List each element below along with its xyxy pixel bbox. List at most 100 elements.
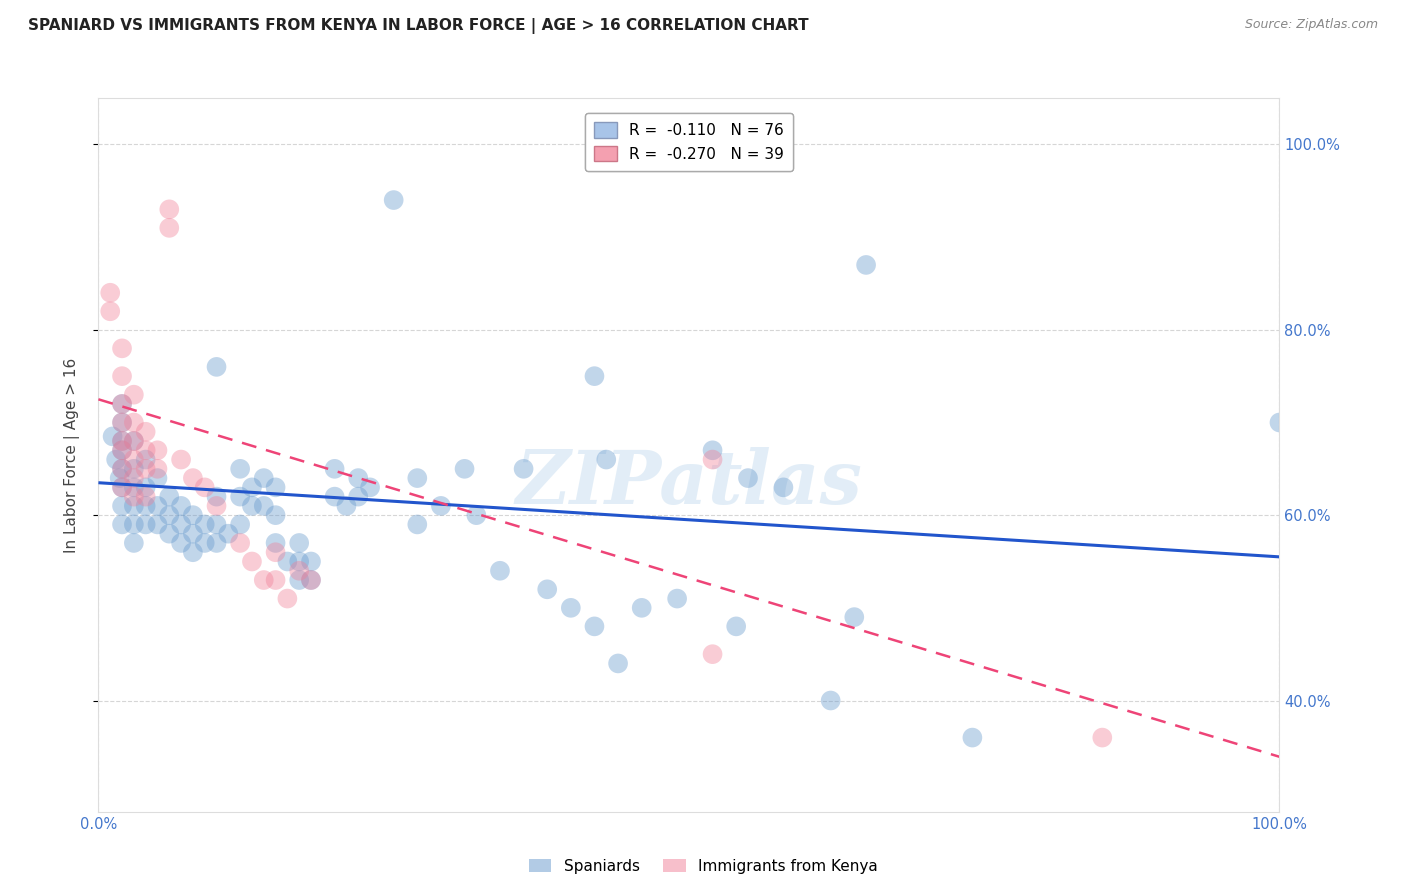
Point xyxy=(111,443,134,458)
Point xyxy=(347,490,370,504)
Point xyxy=(205,359,228,374)
Text: SPANIARD VS IMMIGRANTS FROM KENYA IN LABOR FORCE | AGE > 16 CORRELATION CHART: SPANIARD VS IMMIGRANTS FROM KENYA IN LAB… xyxy=(28,18,808,34)
Point xyxy=(111,462,134,476)
Point xyxy=(111,443,134,458)
Point xyxy=(205,490,228,504)
Point xyxy=(1268,416,1291,430)
Point xyxy=(205,517,228,532)
Point xyxy=(135,462,157,476)
Point xyxy=(595,452,617,467)
Point xyxy=(146,443,169,458)
Point xyxy=(536,582,558,597)
Point xyxy=(170,499,193,513)
Point xyxy=(122,416,145,430)
Point xyxy=(111,397,134,411)
Point xyxy=(111,416,134,430)
Point xyxy=(512,462,534,476)
Point xyxy=(288,536,311,550)
Point xyxy=(240,480,263,494)
Point xyxy=(489,564,512,578)
Point xyxy=(122,434,145,448)
Point xyxy=(855,258,877,272)
Point xyxy=(465,508,488,523)
Point xyxy=(146,462,169,476)
Point xyxy=(111,499,134,513)
Point xyxy=(122,517,145,532)
Point xyxy=(122,452,145,467)
Point xyxy=(111,480,134,494)
Point xyxy=(264,573,287,587)
Point xyxy=(453,462,475,476)
Point xyxy=(288,573,311,587)
Point xyxy=(323,462,346,476)
Point xyxy=(737,471,759,485)
Text: Source: ZipAtlas.com: Source: ZipAtlas.com xyxy=(1244,18,1378,31)
Point xyxy=(666,591,689,606)
Point xyxy=(382,193,405,207)
Point xyxy=(607,657,630,671)
Legend: Spaniards, Immigrants from Kenya: Spaniards, Immigrants from Kenya xyxy=(523,853,883,880)
Point xyxy=(288,554,311,568)
Point xyxy=(583,619,606,633)
Legend: R =  -0.110   N = 76, R =  -0.270   N = 39: R = -0.110 N = 76, R = -0.270 N = 39 xyxy=(585,113,793,171)
Point xyxy=(702,647,724,661)
Point xyxy=(253,573,276,587)
Point xyxy=(135,480,157,494)
Point xyxy=(299,573,322,587)
Point xyxy=(276,554,298,568)
Point xyxy=(1091,731,1114,745)
Point xyxy=(962,731,984,745)
Point xyxy=(264,508,287,523)
Text: ZIPatlas: ZIPatlas xyxy=(516,447,862,520)
Point xyxy=(111,342,134,356)
Point xyxy=(111,462,134,476)
Point xyxy=(98,285,121,300)
Point xyxy=(181,508,204,523)
Point xyxy=(108,471,131,485)
Point xyxy=(157,490,180,504)
Point xyxy=(170,536,193,550)
Point xyxy=(299,554,322,568)
Point xyxy=(122,480,145,494)
Point xyxy=(111,434,134,448)
Point xyxy=(101,429,124,443)
Point xyxy=(157,508,180,523)
Point xyxy=(406,471,429,485)
Point xyxy=(135,490,157,504)
Point xyxy=(181,471,204,485)
Point xyxy=(359,480,381,494)
Point xyxy=(111,369,134,384)
Point xyxy=(205,536,228,550)
Point xyxy=(264,480,287,494)
Point xyxy=(146,499,169,513)
Point xyxy=(157,220,180,235)
Point xyxy=(122,499,145,513)
Point xyxy=(560,600,582,615)
Point xyxy=(111,397,134,411)
Point xyxy=(702,443,724,458)
Point xyxy=(105,452,128,467)
Point xyxy=(583,369,606,384)
Point xyxy=(135,443,157,458)
Point xyxy=(240,554,263,568)
Point xyxy=(253,471,276,485)
Point xyxy=(135,425,157,439)
Point xyxy=(702,452,724,467)
Point xyxy=(725,619,748,633)
Point xyxy=(170,517,193,532)
Point xyxy=(347,471,370,485)
Point xyxy=(217,526,239,541)
Point xyxy=(157,202,180,217)
Point xyxy=(772,480,794,494)
Point xyxy=(135,452,157,467)
Point xyxy=(229,536,252,550)
Point xyxy=(229,517,252,532)
Point xyxy=(820,693,842,707)
Point xyxy=(122,471,145,485)
Point xyxy=(122,434,145,448)
Y-axis label: In Labor Force | Age > 16: In Labor Force | Age > 16 xyxy=(65,358,80,552)
Point xyxy=(194,536,217,550)
Point xyxy=(122,462,145,476)
Point xyxy=(146,471,169,485)
Point xyxy=(406,517,429,532)
